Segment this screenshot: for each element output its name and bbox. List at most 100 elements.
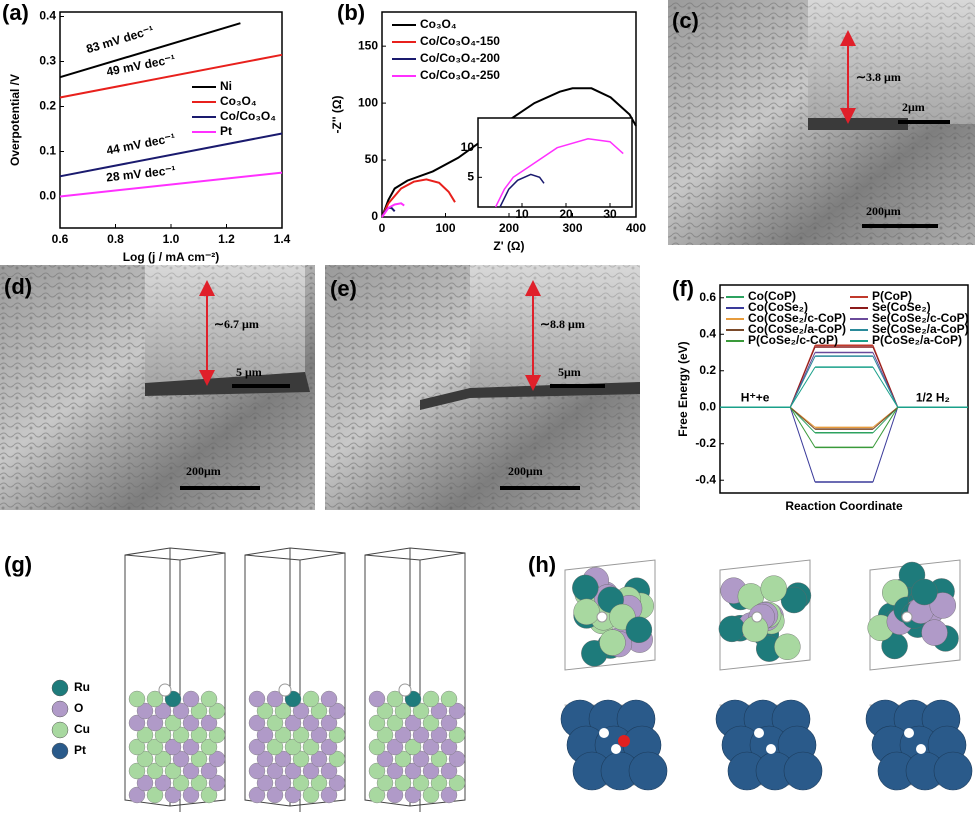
line [59,22,241,79]
cell-box [364,547,466,812]
atom [754,728,764,738]
connector [789,355,816,408]
atom [284,714,302,732]
atom [368,738,386,756]
y-tick-label: 5 [467,170,474,184]
line [59,171,283,198]
atom [310,702,328,720]
connector [789,406,816,430]
line [59,132,283,178]
atom [440,762,458,780]
atom [448,750,466,768]
structures: Ru O Cu Pt [51,547,973,812]
atom [248,786,266,804]
connector [872,406,899,448]
atom [284,786,302,804]
atom [302,738,320,756]
atom [154,702,172,720]
atom [618,735,630,747]
atom [248,690,266,708]
x-tick-label: 400 [626,221,646,235]
atom [146,786,164,804]
atom [208,702,226,720]
atom [256,774,274,792]
atom [404,786,422,804]
x-tick-label: 1.0 [163,232,180,246]
atom [256,726,274,744]
atom [274,750,292,768]
atom [158,683,172,697]
atom [146,690,164,708]
state-label: 1/2 H₂ [916,390,950,404]
atom [172,750,190,768]
atom [368,714,386,732]
y-tick-label: 100 [358,95,378,109]
legend-label: P(CoSe₂/c-CoP) [748,333,838,347]
x-axis-label: Reaction Coordinate [785,499,903,513]
atom [292,774,310,792]
atom [904,728,914,738]
atom [266,786,284,804]
atom [386,714,404,732]
atom [448,702,466,720]
atom [128,786,146,804]
atom [274,726,292,744]
atom [368,786,386,804]
y-axis-label: -Z'' (Ω) [330,96,344,134]
atom [774,633,801,660]
atom [278,683,292,697]
y-tick-label: 0.0 [39,189,56,203]
atom [146,714,164,732]
atom [404,738,422,756]
atom [256,750,274,768]
atom [302,714,320,732]
atom [164,762,182,780]
atom [128,714,146,732]
atom [766,744,776,754]
x-tick-label: 0.6 [52,232,69,246]
x-tick-label: 30 [603,207,617,221]
scale-label: 200μm [186,464,221,478]
inset-line [494,138,624,208]
x-tick-label: 0 [379,221,386,235]
connector [789,366,816,408]
legend-atom [51,700,69,718]
atom [136,726,154,744]
atom [328,774,346,792]
legend-label: Co/Co₃O₄ [220,109,276,123]
legend-label: Pt [74,743,86,757]
atom [164,738,182,756]
atom [901,611,913,623]
inset-scale-label: 5 μm [236,365,262,379]
atom [284,738,302,756]
x-tick-label: 300 [562,221,582,235]
atom [208,750,226,768]
atom [412,774,430,792]
atom [422,762,440,780]
atom [404,762,422,780]
atom [412,702,430,720]
x-axis-label: Z' (Ω) [493,239,524,253]
atom [248,714,266,732]
x-tick-label: 0.8 [107,232,124,246]
thickness-label: ∼8.8 μm [540,317,585,331]
legend-label: Co/Co₃O₄-200 [420,51,500,65]
atom [386,786,404,804]
connector [789,407,816,483]
atom [933,751,973,791]
atom [292,726,310,744]
atom [448,726,466,744]
atom [136,702,154,720]
atom [440,690,458,708]
atom [611,744,621,754]
thickness-label: ∼6.7 μm [214,317,259,331]
atom [328,750,346,768]
substrate [420,382,640,410]
y-tick-label: 0.3 [39,54,56,68]
x-tick-label: 1.2 [218,232,235,246]
legend-label: Co(CoP) [748,289,796,303]
atom [320,690,338,708]
legend-label: Co(CoSe₂) [748,300,808,314]
annotation: 44 mV dec⁻¹ [105,131,176,158]
